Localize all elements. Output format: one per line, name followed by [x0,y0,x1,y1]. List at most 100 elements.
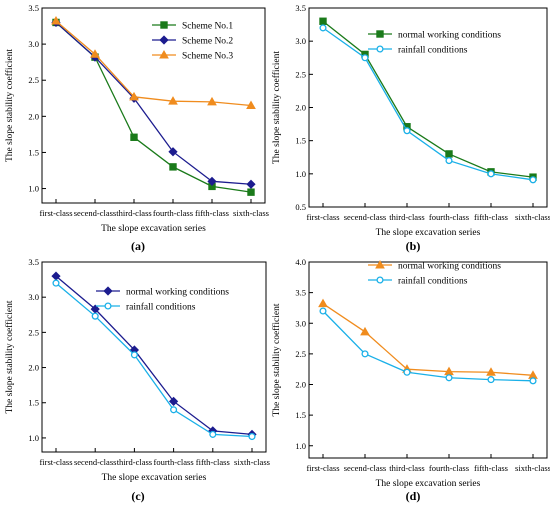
series-line [55,21,252,185]
panel-label: (b) [406,239,421,253]
series-1 [319,24,537,184]
series-0 [318,298,538,379]
legend-label: Scheme No.1 [182,22,233,32]
panel-label: (c) [131,489,144,503]
series-line [322,310,534,382]
panel-0: 1.0 1.5 2.0 2.5 3.0 3.5 first-class secend-clas… [4,3,269,253]
data-point [529,176,537,184]
plot-frame [41,261,267,453]
data-point [445,157,453,165]
y-tick-label: 2.0 [295,103,306,113]
y-tick-label: 2.0 [28,111,39,121]
legend-label: Scheme No.3 [182,52,233,62]
panel-3: 1.0 1.5 2.0 2.5 3.0 3.5 4.0 first-class secend-c… [271,257,550,503]
series-line [322,303,534,376]
y-tick-label: 3.5 [28,3,39,13]
y-tick-label: 3.0 [295,36,306,46]
series-1 [52,279,256,441]
x-axis-title: The slope excavation series [102,473,207,483]
legend-label: normal working conditions [398,262,501,272]
series-line [55,282,253,438]
data-point [246,179,256,189]
plot-frame [41,7,266,204]
y-tick-label: 2.5 [28,75,39,85]
data-point [403,368,411,376]
panel-label: (a) [131,239,145,253]
panel-2: 1.0 1.5 2.0 2.5 3.0 3.5 first-class secend-clas… [4,257,270,503]
y-tick-label: 1.0 [28,433,39,443]
y-tick-label: 1.5 [28,398,39,408]
y-tick-label: 3.5 [295,3,306,13]
legend-marker [103,286,113,296]
x-tick-label: secend-class [74,208,116,218]
x-tick-label: fifth-class [196,457,230,467]
x-tick-label: secend-class [344,212,386,222]
x-axis-title: The slope excavation series [376,228,481,238]
panel-1: 0.5 1.0 1.5 2.0 2.5 3.0 3.5 first-class secend-c… [271,3,550,253]
data-point [130,133,138,141]
data-point [361,350,369,358]
panel-label: (d) [406,489,421,503]
data-point [130,351,138,359]
data-point [168,96,178,105]
data-point [90,49,100,58]
series-1 [319,307,537,385]
x-tick-label: fifth-class [474,463,508,473]
plot-frame [308,261,548,459]
x-tick-label: fifth-class [474,212,508,222]
x-tick-label: fourth-class [153,208,193,218]
series-line [322,20,534,178]
y-tick-label: 3.0 [28,39,39,49]
legend-label: rainfall conditions [398,45,468,56]
y-tick-label: 3.0 [295,318,306,328]
x-tick-label: third-class [389,212,424,222]
x-tick-label: fifth-class [195,208,229,218]
x-tick-label: sixth-class [515,212,550,222]
data-point [403,127,411,135]
legend-marker [104,302,112,310]
y-tick-label: 3.5 [295,288,306,298]
data-point [248,432,256,441]
y-tick-label: 1.5 [295,410,306,420]
y-tick-label: 1.5 [295,136,306,146]
y-tick-label: 0.5 [295,202,306,212]
y-tick-label: 2.5 [295,69,306,79]
x-tick-label: secend-class [74,457,116,467]
y-tick-label: 3.0 [28,292,39,302]
y-tick-label: 1.0 [28,184,39,194]
y-tick-label: 1.5 [28,147,39,157]
x-tick-label: fourth-class [429,463,469,473]
series-0 [319,17,537,181]
legend-label: rainfall conditions [398,276,468,287]
data-point [207,176,217,186]
series-line [322,27,534,181]
legend: normal working conditions rainfall condit… [368,259,501,287]
data-point [129,91,139,101]
x-tick-label: fourth-class [154,457,194,467]
x-tick-label: third-class [116,208,151,218]
legend: normal working conditions rainfall condit… [96,286,229,313]
legend: Scheme No.1 Scheme No.2 Scheme No.3 [152,21,233,62]
legend-marker [160,21,168,29]
data-point [361,54,369,62]
legend-label: rainfall conditions [126,302,196,313]
x-tick-label: first-class [306,463,339,473]
legend-marker [376,30,384,38]
data-point [319,24,327,32]
legend-marker [376,276,384,284]
series-line [55,275,253,436]
data-point [486,367,496,376]
legend-marker [375,259,385,269]
x-tick-label: first-class [39,208,72,218]
data-point [360,326,370,336]
data-point [487,170,495,178]
data-point [246,100,256,109]
data-point [529,377,537,385]
x-tick-label: fourth-class [429,212,469,222]
y-axis-title: The slope stability coefficient [4,300,15,413]
data-point [91,312,99,320]
series-line [55,20,252,107]
data-point [207,96,217,106]
data-point [51,15,61,25]
